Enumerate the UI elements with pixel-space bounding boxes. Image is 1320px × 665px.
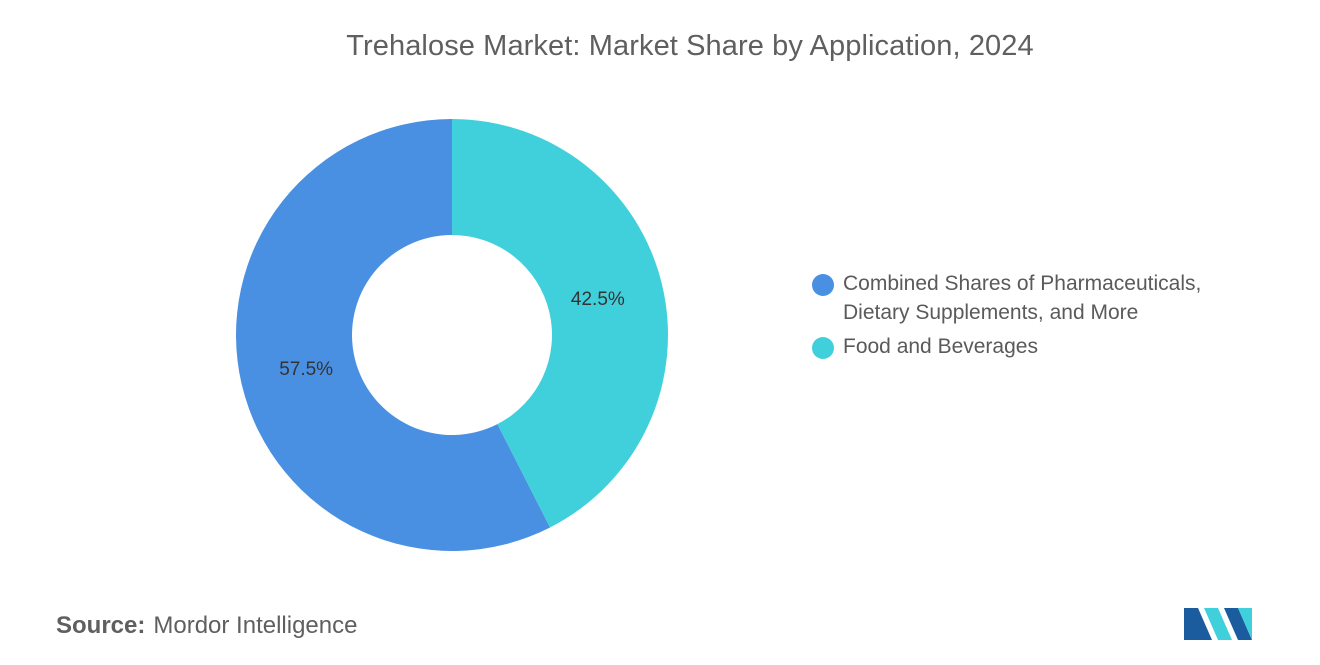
legend-label-pharmaceuticals-line1: Combined Shares of Pharmaceuticals, <box>843 272 1202 295</box>
donut-slice-1 <box>452 119 668 528</box>
chart-legend: Combined Shares of Pharmaceuticals, Diet… <box>812 269 1282 366</box>
chart-title: Trehalose Market: Market Share by Applic… <box>346 30 1034 62</box>
logo-shape-mid <box>1204 608 1232 640</box>
logo-shape-left <box>1184 608 1212 640</box>
source-note: Source: Mordor Intelligence <box>56 612 357 640</box>
legend-label-food-and-beverages: Food and Beverages <box>843 335 1038 358</box>
legend-item-food-and-beverages: Food and Beverages <box>812 332 1282 361</box>
source-value: Mordor Intelligence <box>153 612 358 639</box>
mordor-intelligence-logo-icon <box>1184 608 1252 640</box>
legend-item-pharmaceuticals: Combined Shares of Pharmaceuticals, Diet… <box>812 269 1282 327</box>
legend-label-pharmaceuticals-line2: Dietary Supplements, and More <box>843 301 1139 324</box>
logo-shape-right <box>1224 608 1252 640</box>
legend-swatch-pharmaceuticals <box>812 274 834 296</box>
source-label: Source: <box>56 612 146 639</box>
donut-slices <box>236 119 668 551</box>
slice-label-1: 42.5% <box>571 289 625 310</box>
slice-label-0: 57.5% <box>279 359 333 380</box>
legend-swatch-food-and-beverages <box>812 337 834 359</box>
donut-labels: 57.5% 42.5% <box>279 289 625 380</box>
donut-slice-0 <box>236 119 551 551</box>
logo-shape-bar <box>1238 608 1252 640</box>
